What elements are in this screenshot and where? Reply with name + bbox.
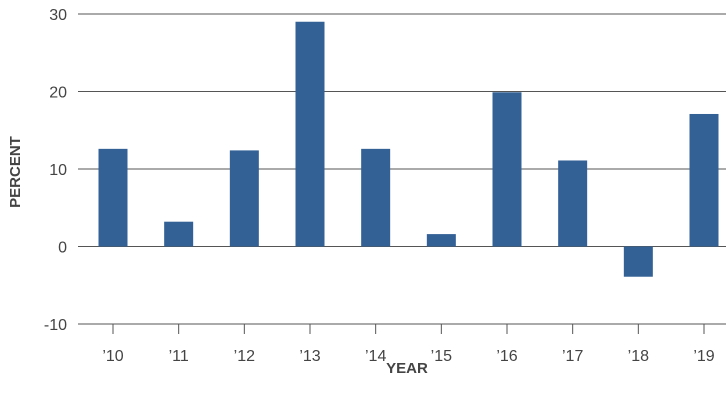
bar: [295, 21, 325, 247]
bars: [98, 21, 719, 277]
y-tick-label: 30: [49, 7, 67, 24]
x-tick-label: ’14: [365, 348, 386, 365]
y-tick-label: -10: [44, 317, 67, 334]
x-tick-label: ’10: [102, 348, 123, 365]
x-tick-label: ’15: [431, 348, 452, 365]
y-tick-label: 0: [58, 240, 67, 257]
bar: [558, 160, 588, 247]
x-tick-label: ’18: [628, 348, 649, 365]
bar: [164, 221, 194, 247]
bar: [361, 148, 391, 247]
y-axis-title: PERCENT: [7, 136, 24, 208]
bar: [426, 234, 456, 247]
bar: [689, 113, 719, 247]
x-axis-title: YEAR: [386, 360, 428, 377]
y-tick-label: 10: [49, 162, 67, 179]
bar: [98, 148, 128, 247]
gridlines: [78, 13, 726, 325]
y-tick-label: 20: [49, 85, 67, 102]
x-tick-label: ’13: [299, 348, 320, 365]
x-tick-label: ’17: [562, 348, 583, 365]
bar: [492, 92, 522, 247]
bar: [623, 246, 653, 277]
x-tick-label: ’19: [693, 348, 714, 365]
y-tick-labels: -10 0 10 20 30: [44, 7, 67, 334]
bar: [229, 150, 259, 247]
x-tick-label: ’12: [234, 348, 255, 365]
x-tick-label: ’16: [496, 348, 517, 365]
x-ticks: ’10 ’11 ’12 ’13 ’14 ’15 ’16 ’17 ’18 ’19: [102, 324, 715, 365]
x-tick-label: ’11: [169, 348, 189, 365]
